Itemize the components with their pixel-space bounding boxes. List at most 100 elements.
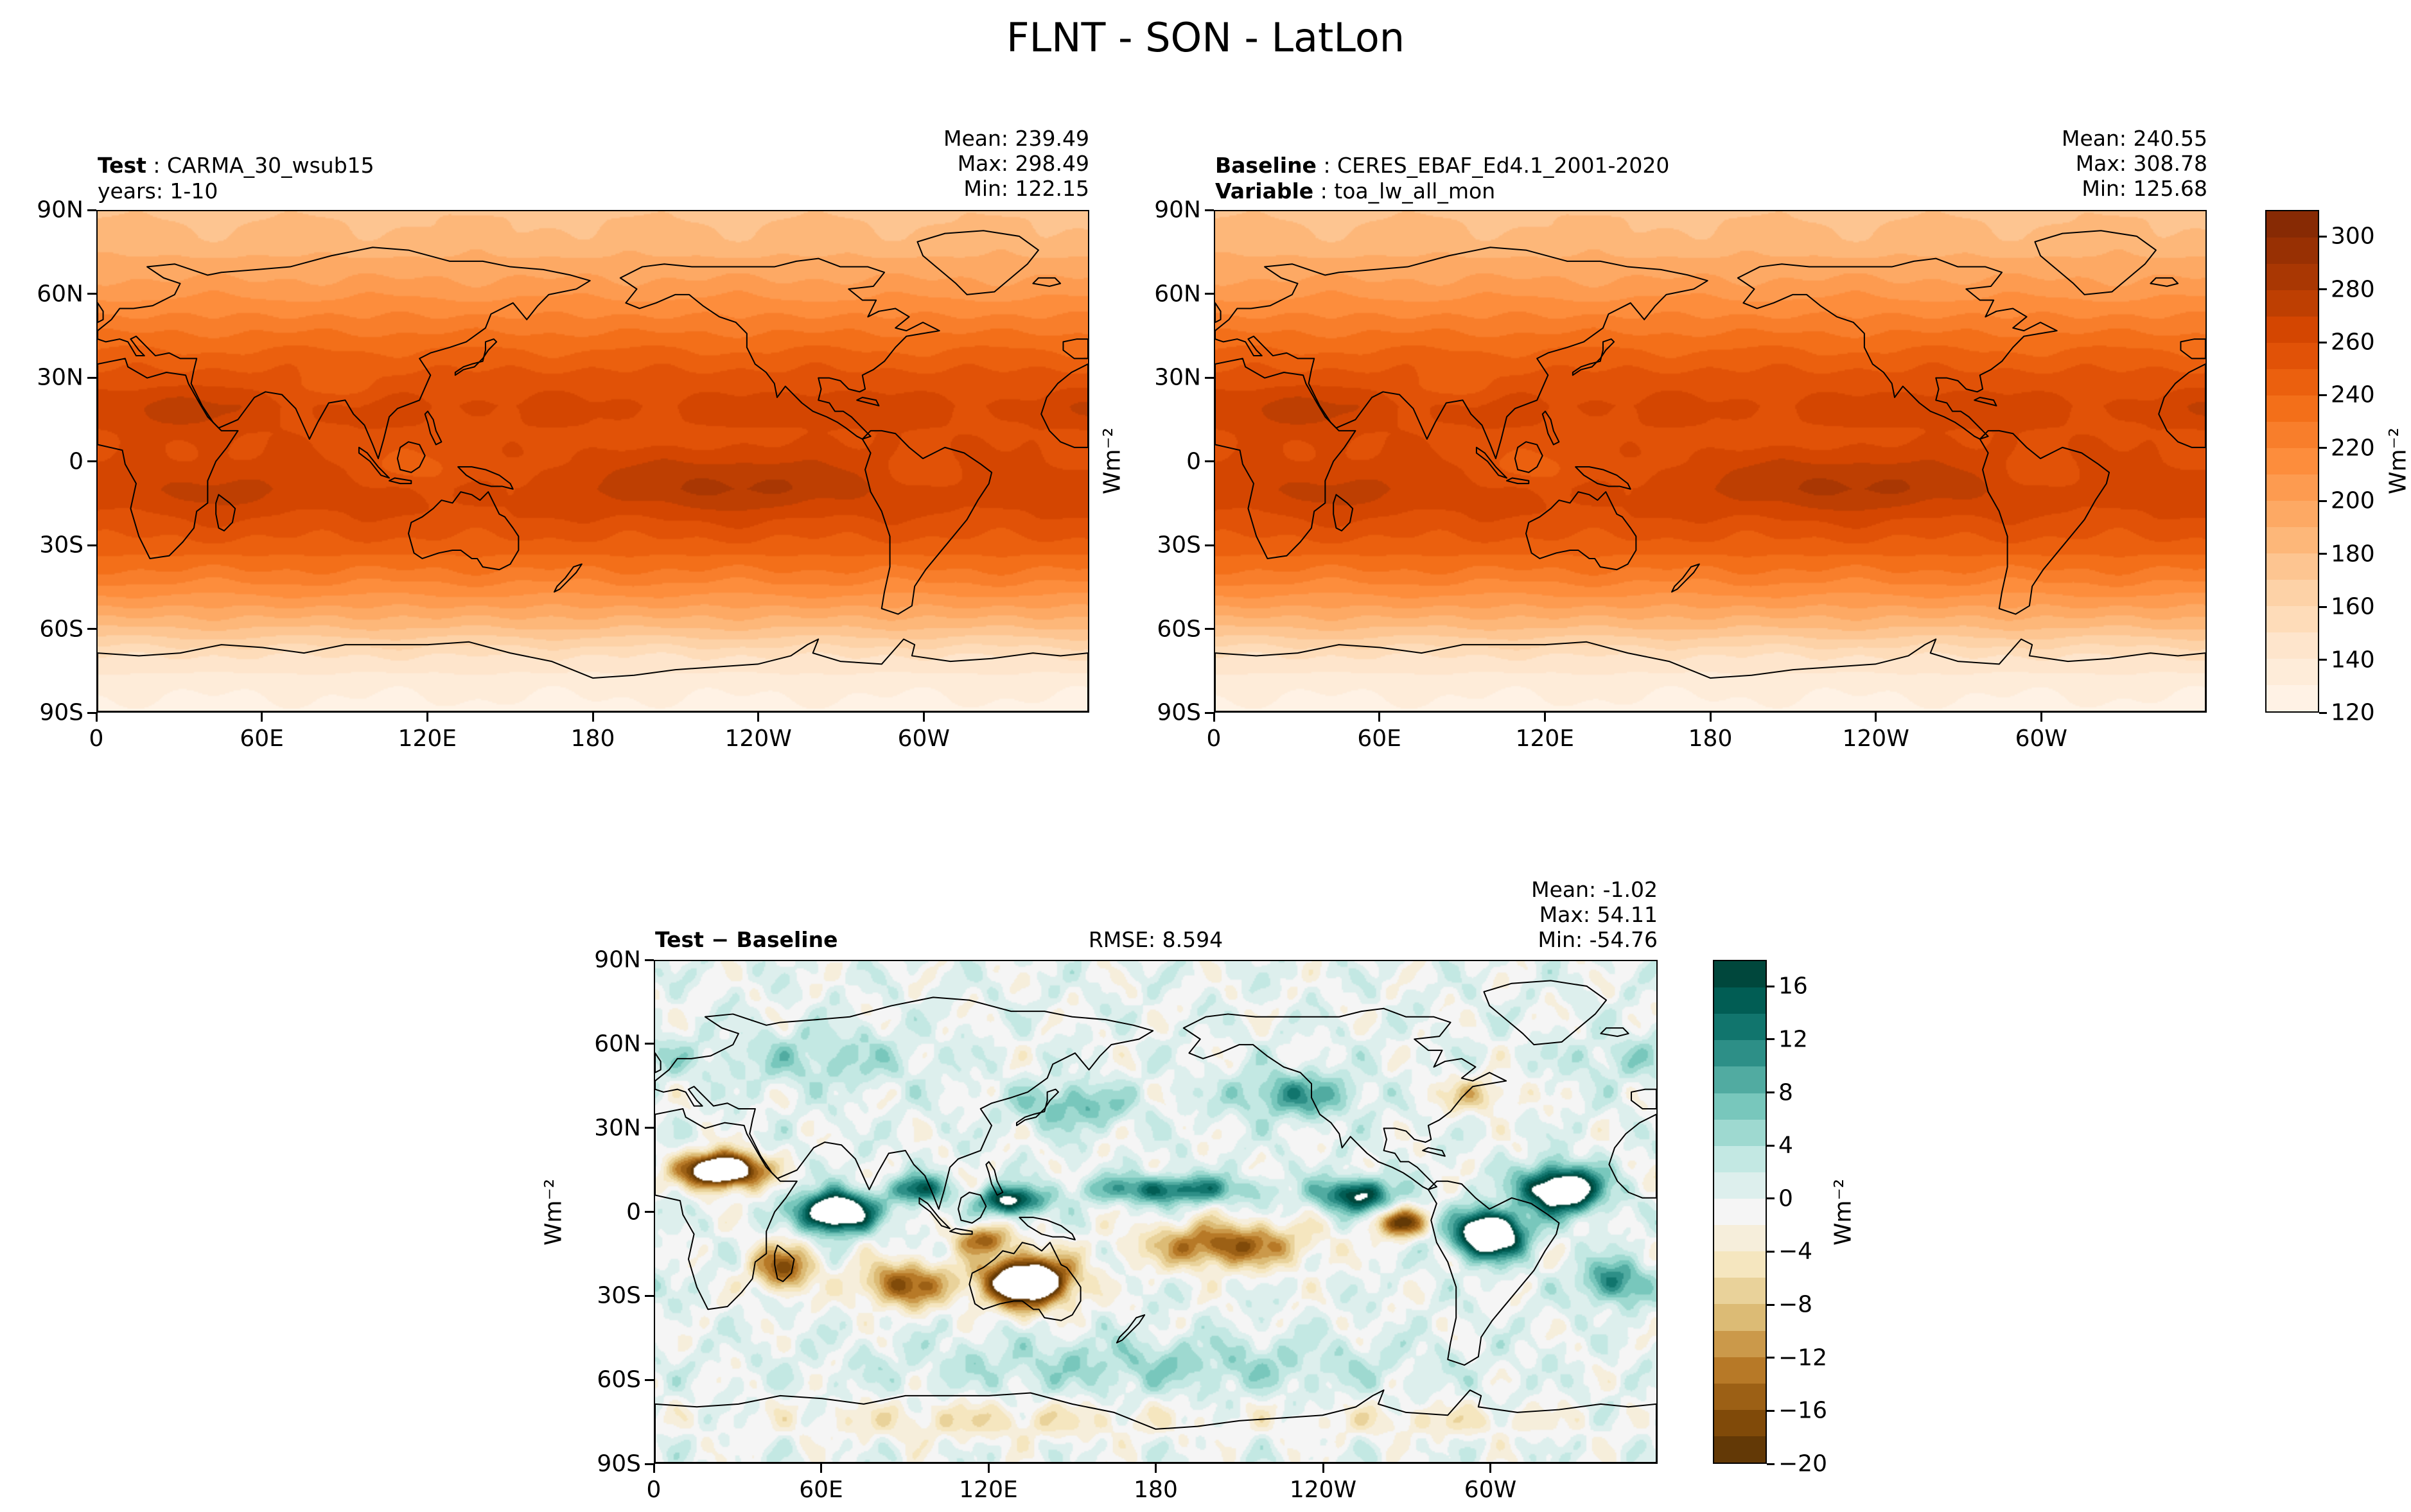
map-test-ytick-label: 90S: [39, 699, 83, 726]
coastline-africa: [655, 1109, 797, 1309]
coastline-north_america: [620, 259, 940, 439]
map-diff-xtick-label: 120E: [959, 1477, 1018, 1503]
coastline-japan: [455, 339, 496, 375]
map-baseline-xtick-mark: [1543, 713, 1546, 722]
diff-rmse: RMSE: 8.594: [1088, 927, 1223, 952]
colorbar-difference-segment: [1714, 1225, 1766, 1252]
coastline-africa: [98, 358, 238, 559]
colorbar-absolute-segment: [2266, 580, 2318, 606]
baseline-stats: Mean: 240.55 Max: 308.78 Min: 125.68: [2062, 126, 2207, 201]
coastline-borneo: [1515, 442, 1543, 473]
colorbar-absolute-segment: [2266, 501, 2318, 527]
colorbar-difference-segment: [1714, 1357, 1766, 1384]
coastline-greenland: [917, 230, 1038, 295]
coastline-cuba: [1974, 397, 1996, 406]
coastline-iberia_wrap: [2180, 339, 2205, 358]
colorbar-absolute-tick-mark: [2319, 394, 2327, 396]
coastline-java: [389, 478, 411, 483]
map-baseline-ytick-label: 0: [1186, 448, 1201, 474]
colorbar-difference-tick-label: −16: [1778, 1397, 1827, 1424]
coastline-eurasia: [1215, 247, 1708, 458]
map-baseline-xtick-label: 120W: [1842, 726, 1909, 752]
map-test-xtick-label: 180: [570, 726, 615, 752]
coastline-iceland: [1033, 278, 1060, 286]
map-test-field: [98, 211, 1088, 711]
colorbar-absolute-segment: [2266, 606, 2318, 632]
map-baseline-ytick-label: 90N: [1154, 196, 1201, 223]
map-diff-ytick-label: 60N: [594, 1030, 641, 1057]
colorbar-difference-tick-label: −20: [1778, 1450, 1827, 1477]
colorbar-difference-segment: [1714, 987, 1766, 1014]
map-diff-ytick-mark: [645, 1463, 654, 1465]
colorbar-absolute-tick-label: 120: [2331, 699, 2375, 726]
map-diff-xtick-label: 60W: [1464, 1477, 1517, 1503]
coastline-cuba: [1423, 1148, 1445, 1156]
baseline-stat-mean: Mean: 240.55: [2062, 126, 2207, 151]
page-title: FLNT - SON - LatLon: [1006, 14, 1405, 61]
map-baseline-xtick-label: 0: [1206, 726, 1222, 752]
map-baseline-ytick-label: 30N: [1154, 364, 1201, 391]
coastline-new_guinea: [1575, 467, 1631, 489]
map-diff-ytick-mark: [645, 1211, 654, 1213]
diff-stat-mean: Mean: -1.02: [1531, 877, 1658, 902]
map-test-xtick-mark: [261, 713, 263, 722]
colorbar-absolute-segment: [2266, 527, 2318, 553]
colorbar-difference-segment: [1714, 1119, 1766, 1146]
map-diff-xtick-label: 120W: [1289, 1477, 1357, 1503]
coastline-west_africa_wrap: [2159, 364, 2205, 448]
map-diff-xtick-mark: [987, 1464, 990, 1473]
colorbar-absolute-segment: [2266, 659, 2318, 685]
map-baseline-xtick-mark: [1709, 713, 1712, 722]
colorbar-difference-tick-label: 12: [1778, 1026, 1808, 1053]
coastline-eurasia: [655, 997, 1153, 1209]
map-baseline-xtick-mark: [1875, 713, 1877, 722]
map-diff-coastlines: [655, 961, 1656, 1463]
colorbar-absolute-units: Wm⁻²: [2385, 427, 2411, 495]
map-baseline-ytick-mark: [1205, 209, 1214, 211]
map-diff-ytick-mark: [645, 1043, 654, 1045]
colorbar-absolute-tick-label: 180: [2331, 541, 2375, 568]
colorbar-difference: [1713, 960, 1767, 1464]
baseline-subheader: Variable : toa_lw_all_mon: [1215, 178, 1495, 204]
colorbar-difference-units: Wm⁻²: [1830, 1178, 1857, 1246]
coastline-iceland: [2150, 278, 2178, 286]
map-baseline-field: [1215, 211, 2205, 711]
colorbar-difference-segment: [1714, 1436, 1766, 1463]
colorbar-difference-tick-label: 16: [1778, 973, 1808, 1000]
colorbar-absolute-segment: [2266, 343, 2318, 369]
colorbar-difference-segment: [1714, 1066, 1766, 1093]
colorbar-absolute-segment: [2266, 369, 2318, 395]
map-diff-ytick-label: 0: [626, 1199, 641, 1225]
map-test-xtick-label: 0: [89, 726, 104, 752]
map-test-ytick-mark: [87, 293, 96, 295]
colorbar-absolute-segment: [2266, 553, 2318, 580]
colorbar-difference-segment: [1714, 1014, 1766, 1041]
map-diff-xtick-mark: [1489, 1464, 1491, 1473]
coastline-greenland: [2035, 230, 2155, 295]
coastline-new_zealand: [1672, 564, 1699, 592]
baseline-header: Baseline : CERES_EBAF_Ed4.1_2001-2020: [1215, 153, 1669, 178]
map-test-ytick-mark: [87, 711, 96, 714]
map-diff-xtick-label: 0: [646, 1477, 662, 1503]
coastline-borneo: [398, 442, 425, 473]
colorbar-difference-segment: [1714, 1330, 1766, 1357]
coastline-north_america: [1738, 259, 2057, 439]
map-test-xtick-mark: [757, 713, 760, 722]
colorbar-absolute-tick-label: 140: [2331, 647, 2375, 673]
map-baseline-ytick-mark: [1205, 628, 1214, 630]
colorbar-absolute-tick-mark: [2319, 659, 2327, 661]
coastline-cuba: [857, 397, 879, 406]
colorbar-absolute-tick-label: 260: [2331, 329, 2375, 356]
map-test-xtick-label: 120W: [724, 726, 792, 752]
map-diff-ytick-label: 90S: [597, 1450, 641, 1477]
test-header: Test : CARMA_30_wsub15: [98, 153, 374, 178]
map-baseline-xtick-label: 120E: [1515, 726, 1575, 752]
baseline-subheader-value: : toa_lw_all_mon: [1313, 178, 1496, 204]
colorbar-absolute-tick-label: 300: [2331, 223, 2375, 250]
coastline-iceland: [1600, 1028, 1628, 1036]
colorbar-difference-segment: [1714, 1172, 1766, 1199]
baseline-stat-min: Min: 125.68: [2082, 176, 2207, 201]
colorbar-absolute-tick-mark: [2319, 500, 2327, 502]
colorbar-difference-tick-label: 0: [1778, 1185, 1793, 1212]
colorbar-difference-segment: [1714, 961, 1766, 988]
